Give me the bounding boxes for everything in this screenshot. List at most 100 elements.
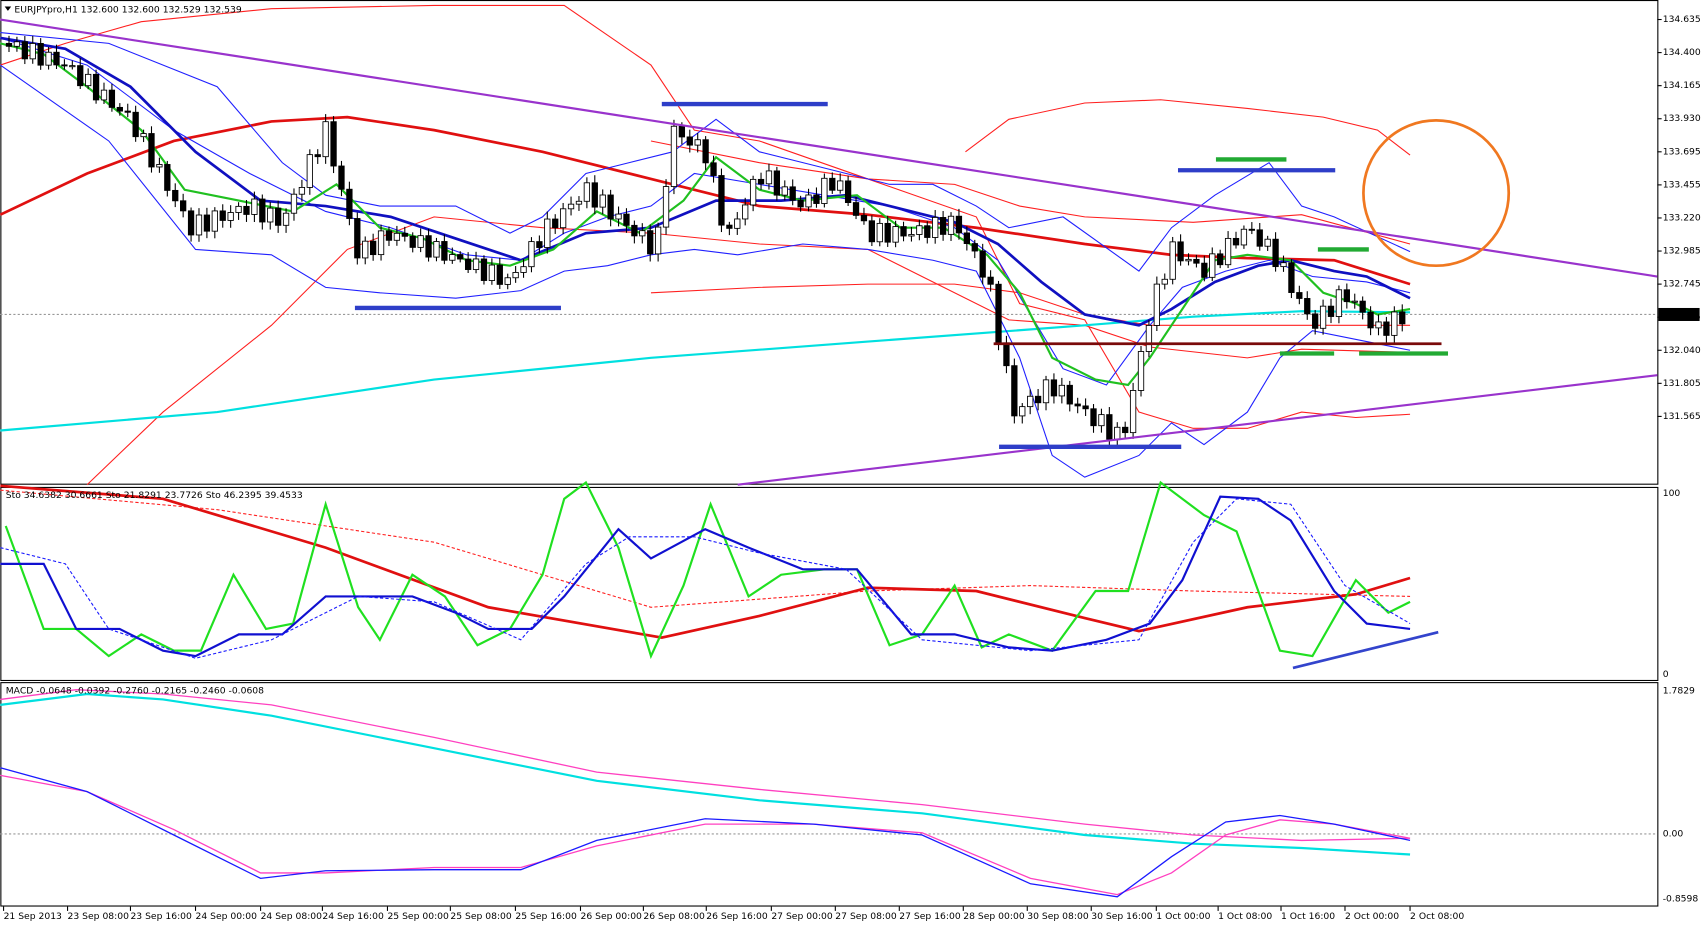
candle-body <box>1224 237 1232 266</box>
price-label: 132.745 <box>1663 279 1701 290</box>
candle-body <box>662 186 670 228</box>
candle-body <box>623 213 630 226</box>
price-label: 134.165 <box>1663 80 1701 91</box>
candle-body <box>108 89 116 108</box>
candle-body <box>45 51 52 66</box>
time-label: 27 Sep 08:00 <box>835 911 897 922</box>
candle-body <box>765 170 773 185</box>
candle-body <box>417 235 424 248</box>
candle-body <box>979 250 986 278</box>
time-label: 30 Sep 16:00 <box>1091 911 1153 922</box>
candle-body <box>401 232 408 237</box>
candle-body <box>195 214 203 236</box>
candle-body <box>1161 278 1168 285</box>
candle-body <box>425 235 432 258</box>
time-label: 1 Oct 08:00 <box>1218 911 1272 922</box>
candle-body <box>235 205 242 213</box>
macd-scale-zero: 0.00 <box>1663 828 1684 839</box>
panel-frames <box>0 0 1659 907</box>
candle-body <box>734 218 741 229</box>
time-label: 24 Sep 16:00 <box>322 911 384 922</box>
candle-body <box>654 226 662 255</box>
candle-body <box>1383 321 1390 336</box>
price-label: 133.695 <box>1663 146 1701 157</box>
candle-body <box>512 272 519 279</box>
candle-body <box>1296 292 1303 299</box>
candle-body <box>187 210 195 236</box>
candle-body <box>852 202 860 216</box>
candle-body <box>892 226 899 243</box>
candle-body <box>916 225 923 235</box>
stoch-scale-bottom: 0 <box>1663 669 1669 680</box>
candle-body <box>1019 406 1026 417</box>
candle-body <box>955 215 963 234</box>
candle-body <box>100 89 108 101</box>
time-label: 1 Oct 00:00 <box>1156 911 1210 922</box>
candle-body <box>13 41 21 47</box>
candle-body <box>1122 426 1129 434</box>
candle-body <box>1327 305 1335 317</box>
time-label: 26 Sep 08:00 <box>643 911 705 922</box>
level-marks <box>354 101 1449 449</box>
macd-header: MACD -0.0648 -0.0392 -0.2760 -0.2165 -0.… <box>6 685 264 696</box>
candle-body <box>844 180 852 204</box>
candle-body <box>757 178 765 185</box>
candle-body <box>156 164 163 168</box>
candle-body <box>385 230 393 241</box>
candle-body <box>686 136 693 146</box>
candle-body <box>971 243 978 252</box>
candle-body <box>164 164 171 191</box>
candle-body <box>1074 403 1081 407</box>
candle-body <box>528 241 535 268</box>
candle-body <box>552 218 559 229</box>
candle-body <box>591 182 598 208</box>
stoch-scale-top: 100 <box>1663 488 1681 499</box>
candle-body <box>702 139 709 164</box>
time-label: 23 Sep 08:00 <box>68 911 130 922</box>
candle-body <box>1367 311 1374 329</box>
candle-body <box>346 188 353 219</box>
candle-body <box>1256 229 1263 247</box>
candle-body <box>805 194 812 208</box>
candle-body <box>1058 384 1065 397</box>
candle-body <box>1288 262 1295 293</box>
candle-body <box>1312 313 1319 329</box>
candle-body <box>607 194 614 220</box>
candle-body <box>61 64 68 67</box>
candle-body <box>496 264 503 285</box>
candle-body <box>837 180 844 191</box>
candle-body <box>5 42 13 47</box>
candle-body <box>464 258 472 270</box>
candle-body <box>1399 311 1406 325</box>
candle-body <box>1264 238 1271 247</box>
candle-body <box>377 230 385 256</box>
candle-body <box>1351 300 1358 303</box>
candle-body <box>1114 426 1121 440</box>
stochastic-panel <box>0 480 1439 670</box>
candle-body <box>868 220 876 243</box>
candle-body <box>1011 365 1018 417</box>
candle-body <box>1280 262 1287 268</box>
candle-body <box>1185 258 1192 262</box>
candle-body <box>947 215 955 235</box>
candle-body <box>314 154 321 158</box>
candle-body <box>536 241 543 248</box>
candle-body <box>829 177 836 191</box>
symbol-header: EURJPYpro,H1 132.600 132.600 132.529 132… <box>14 4 241 15</box>
macd-panel <box>0 689 1658 898</box>
candle-body <box>742 204 749 220</box>
candle-body <box>860 214 868 222</box>
time-label: 21 Sep 2013 <box>4 911 62 922</box>
time-label: 25 Sep 16:00 <box>515 911 577 922</box>
candle-body <box>1193 258 1200 264</box>
candle-body <box>77 65 84 87</box>
candle-body <box>813 194 820 204</box>
candle-body <box>251 198 258 215</box>
candle-body <box>29 43 36 60</box>
candle-body <box>1066 384 1073 405</box>
candle-body <box>148 133 155 168</box>
candle-body <box>647 230 654 255</box>
candle-body <box>472 258 480 270</box>
candle-body <box>615 213 622 220</box>
